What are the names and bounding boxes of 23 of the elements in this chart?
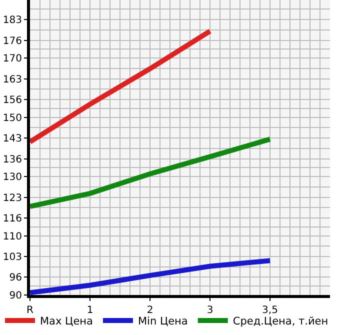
legend-label: Сред.Цена, т.йен [232, 316, 328, 328]
y-tick-label: 130 [2, 172, 22, 184]
y-tick-label: 110 [2, 231, 22, 242]
y-tick-label: 90 [9, 290, 22, 302]
y-tick-label: 163 [2, 74, 22, 86]
y-tick-label: 156 [2, 95, 22, 106]
legend-label: Min Цена [138, 316, 188, 328]
x-tick-label: 2 [146, 305, 154, 316]
y-tick-label: 183 [2, 15, 22, 26]
y-tick-label: 136 [2, 154, 22, 166]
y-tick-label: 116 [2, 213, 22, 224]
legend-label: Max Цена [40, 316, 93, 328]
x-tick-label: 3,5 [262, 305, 278, 316]
y-tick-label: 123 [2, 192, 22, 204]
x-tick-label: 1 [86, 305, 94, 316]
y-tick-label: 143 [2, 134, 22, 145]
y-tick-label: 150 [2, 112, 22, 124]
x-tick-label: R [26, 305, 34, 316]
y-tick-label: 103 [2, 252, 22, 263]
x-tick-label: 3 [206, 305, 214, 316]
y-tick-label: 96 [9, 272, 22, 284]
y-tick-label: 176 [2, 36, 22, 47]
y-tick-label: 170 [2, 54, 22, 65]
